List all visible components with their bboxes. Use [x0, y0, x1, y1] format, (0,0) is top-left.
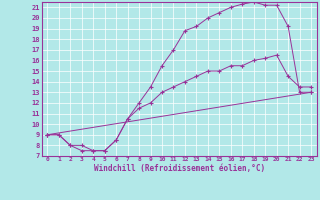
X-axis label: Windchill (Refroidissement éolien,°C): Windchill (Refroidissement éolien,°C) [94, 164, 265, 173]
